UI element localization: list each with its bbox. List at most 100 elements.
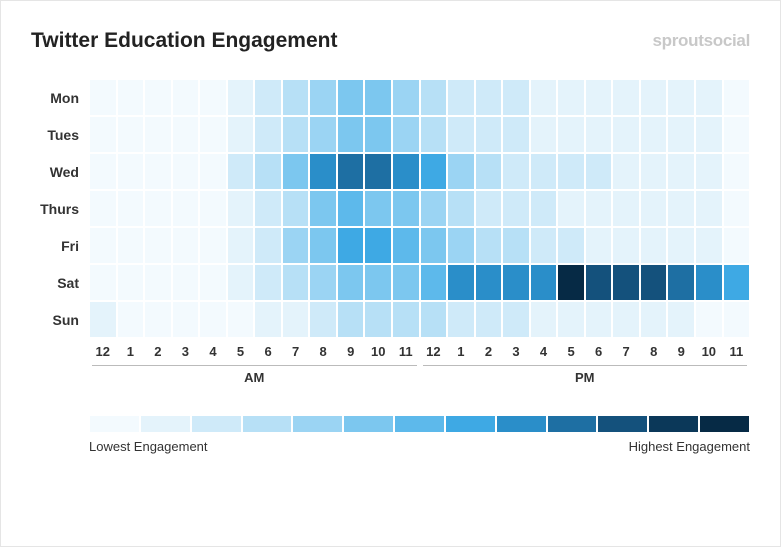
period-labels: AM PM <box>89 365 750 385</box>
heatmap-cell <box>420 227 448 264</box>
heatmap-cell <box>667 116 695 153</box>
x-axis-label: 6 <box>585 344 613 359</box>
x-axis-label: 10 <box>364 344 392 359</box>
heatmap-cell <box>89 116 117 153</box>
heatmap-cell <box>420 264 448 301</box>
heatmap-cell <box>447 301 475 338</box>
heatmap-cell <box>364 153 392 190</box>
heatmap-cell <box>447 264 475 301</box>
heatmap-cell <box>199 153 227 190</box>
heatmap-cell <box>612 227 640 264</box>
heatmap-row <box>89 79 750 116</box>
heatmap-cell <box>557 264 585 301</box>
heatmap-cell <box>420 79 448 116</box>
heatmap-cell <box>667 79 695 116</box>
heatmap-cell <box>364 190 392 227</box>
heatmap-cell <box>254 190 282 227</box>
legend-swatch <box>242 415 293 433</box>
heatmap-cell <box>282 79 310 116</box>
x-axis-label: 5 <box>227 344 255 359</box>
heatmap-cell <box>585 116 613 153</box>
heatmap-cell <box>557 79 585 116</box>
legend-swatch <box>89 415 140 433</box>
heatmap-cell <box>392 116 420 153</box>
heatmap-cell <box>420 301 448 338</box>
heatmap-cell <box>309 227 337 264</box>
x-axis-label: 7 <box>282 344 310 359</box>
heatmap-row <box>89 264 750 301</box>
heatmap-cell <box>392 79 420 116</box>
heatmap-row <box>89 301 750 338</box>
page-title: Twitter Education Engagement <box>31 29 337 53</box>
period-pm: PM <box>423 365 748 385</box>
heatmap-cell <box>117 79 145 116</box>
heatmap-cell <box>227 264 255 301</box>
heatmap-cell <box>199 227 227 264</box>
x-axis-label: 11 <box>392 344 420 359</box>
heatmap-cell <box>420 153 448 190</box>
x-axis-label: 9 <box>667 344 695 359</box>
heatmap-cell <box>89 153 117 190</box>
heatmap-cell <box>337 190 365 227</box>
heatmap-cell <box>502 264 530 301</box>
heatmap-cell <box>612 153 640 190</box>
heatmap-cell <box>585 190 613 227</box>
heatmap-cell <box>530 227 558 264</box>
heatmap-cell <box>447 190 475 227</box>
heatmap-cell <box>254 153 282 190</box>
heatmap-cell <box>640 153 668 190</box>
heatmap-cell <box>227 116 255 153</box>
heatmap-cell <box>723 301 751 338</box>
heatmap-cell <box>337 264 365 301</box>
heatmap-cell <box>117 227 145 264</box>
period-am: AM <box>92 365 417 385</box>
heatmap-cell <box>199 116 227 153</box>
heatmap-cell <box>89 79 117 116</box>
heatmap-cell <box>227 190 255 227</box>
heatmap-cell <box>557 227 585 264</box>
heatmap-cell <box>172 153 200 190</box>
legend-high-label: Highest Engagement <box>629 439 750 454</box>
heatmap-cell <box>695 153 723 190</box>
x-axis-label: 2 <box>144 344 172 359</box>
heatmap-cell <box>447 227 475 264</box>
heatmap-cell <box>89 190 117 227</box>
legend-swatch <box>343 415 394 433</box>
heatmap-row <box>89 227 750 264</box>
legend-swatch <box>394 415 445 433</box>
y-axis-label: Sun <box>31 301 89 338</box>
heatmap-cell <box>199 264 227 301</box>
y-axis-label: Mon <box>31 79 89 116</box>
y-axis-label: Tues <box>31 116 89 153</box>
heatmap-cell <box>89 227 117 264</box>
heatmap-cell <box>475 153 503 190</box>
heatmap-cell <box>695 227 723 264</box>
heatmap-cell <box>475 79 503 116</box>
x-axis-label: 2 <box>475 344 503 359</box>
heatmap-cell <box>695 116 723 153</box>
heatmap-cell <box>723 79 751 116</box>
heatmap-cell <box>282 116 310 153</box>
heatmap-cell <box>585 153 613 190</box>
heatmap-cell <box>254 116 282 153</box>
heatmap-cell <box>144 227 172 264</box>
heatmap-cell <box>144 79 172 116</box>
legend-color-bar <box>89 415 750 433</box>
heatmap-cell <box>254 227 282 264</box>
brand-part2: social <box>704 31 750 50</box>
heatmap-cell <box>640 301 668 338</box>
heatmap-cell <box>254 301 282 338</box>
y-axis-label: Wed <box>31 153 89 190</box>
legend-swatch <box>597 415 648 433</box>
heatmap-cell <box>144 301 172 338</box>
heatmap-cell <box>392 264 420 301</box>
heatmap-cell <box>309 190 337 227</box>
heatmap-cell <box>530 264 558 301</box>
legend-labels: Lowest Engagement Highest Engagement <box>89 439 750 454</box>
heatmap-cell <box>723 190 751 227</box>
heatmap-cell <box>282 190 310 227</box>
heatmap-cell <box>475 227 503 264</box>
heatmap-cell <box>612 264 640 301</box>
x-axis-label: 7 <box>612 344 640 359</box>
heatmap-cell <box>530 153 558 190</box>
